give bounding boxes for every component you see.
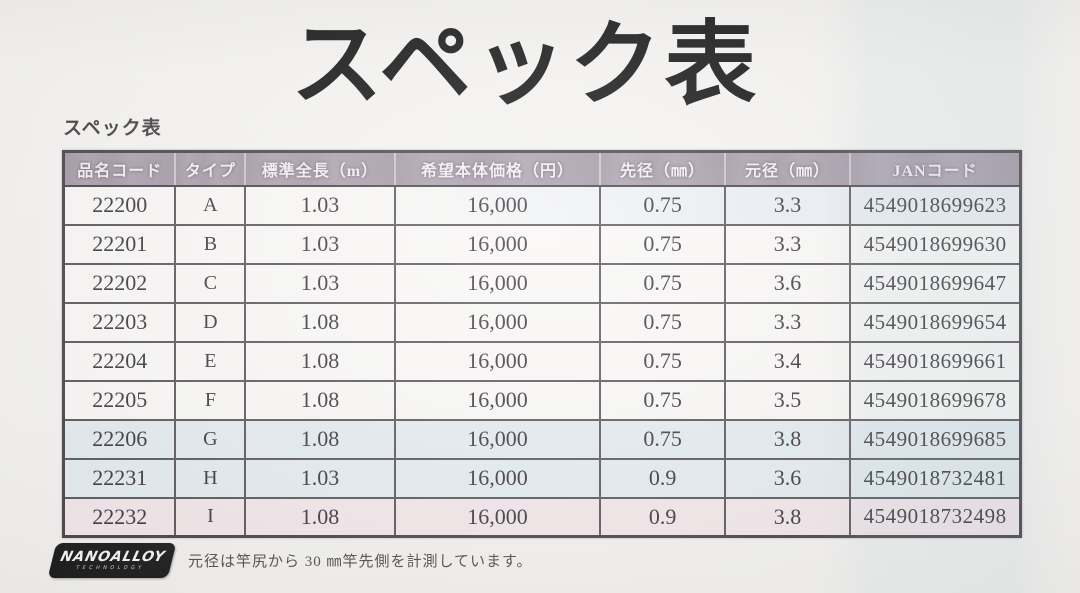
table-cell: 16,000 [393,184,602,226]
table-cell: 16,000 [393,379,602,421]
table-cell: 22204 [62,340,177,382]
header-cell: 品名コード [63,151,176,187]
table-cell: D [174,301,247,343]
table-cell: 1.08 [244,496,396,538]
table-cell: 4549018732481 [849,457,1022,499]
table-row: 22232 I 1.08 16,000 0.9 3.8 4549018732498 [62,496,1022,538]
table-cell: A [174,184,247,226]
table-cell: 1.03 [244,184,396,226]
table-cell: 22200 [62,184,177,226]
table-cell: 0.75 [599,301,726,343]
table-cell: 16,000 [393,457,602,499]
table-cell: 0.9 [599,496,726,538]
table-cell: 0.75 [599,223,726,265]
header-cell: 元径（㎜） [723,151,851,187]
table-row: 22231 H 1.03 16,000 0.9 3.6 4549018732481 [62,457,1022,499]
table-cell: 0.75 [599,184,726,226]
table-cell: 22206 [62,418,177,460]
footer: NANOALLOY TECHNOLOGY 元径は竿尻から 30 ㎜竿先側を計測し… [47,543,533,578]
table-row: 22205 F 1.08 16,000 0.75 3.5 4549018699678 [62,379,1022,421]
table-cell: 4549018699678 [849,379,1022,421]
table-cell: 22231 [62,457,177,499]
table-cell: 22205 [62,379,177,421]
page-title: スペック表 [290,11,760,118]
table-cell: 16,000 [393,496,602,538]
table-cell: 22202 [62,262,177,304]
table-row: 22206 G 1.08 16,000 0.75 3.8 4549018699685 [62,418,1022,460]
table-cell: H [174,457,247,499]
table-cell: 4549018732498 [849,496,1022,538]
table-cell: 16,000 [393,223,602,265]
table-cell: 0.9 [599,457,726,499]
table-cell: 0.75 [599,379,726,421]
table-cell: 4549018699647 [849,262,1022,304]
header-cell: 標準全長（m） [244,151,395,187]
table-cell: 3.6 [723,262,852,304]
table-cell: C [174,262,247,304]
section-label: スペック表 [63,117,162,139]
table-cell: 1.08 [244,340,396,382]
table-body: 22200 A 1.03 16,000 0.75 3.3 4549018699623 2220… [62,184,1022,538]
header-cell: 希望本体価格（円） [393,151,601,187]
table-row: 22201 B 1.03 16,000 0.75 3.3 4549018699630 [62,223,1022,265]
table-cell: 16,000 [393,301,602,343]
table-cell: 16,000 [393,340,602,382]
table-cell: 3.6 [723,457,852,499]
table-cell: 1.03 [244,457,396,499]
table-cell: 1.03 [244,262,396,304]
table-cell: 3.5 [723,379,852,421]
table-cell: 4549018699685 [849,418,1022,460]
table-cell: 0.75 [599,340,726,382]
table-row: 22200 A 1.03 16,000 0.75 3.3 4549018699623 [62,184,1022,226]
table-cell: G [174,418,247,460]
footnote: 元径は竿尻から 30 ㎜竿先側を計測しています。 [188,554,533,570]
table-cell: 22232 [62,496,177,538]
nanoalloy-logo: NANOALLOY TECHNOLOGY [47,543,177,578]
table-cell: 3.8 [723,496,852,538]
table-cell: 22201 [62,223,177,265]
table-cell: 1.08 [244,301,396,343]
table-cell: 16,000 [393,418,602,460]
technology-logo-text: TECHNOLOGY [75,564,146,571]
header-cell: 先径（㎜） [599,151,725,187]
table-cell: 4549018699661 [849,340,1022,382]
spec-table: 品名コード タイプ 標準全長（m） 希望本体価格（円） 先径（㎜） 元径（㎜） JANコード… [62,150,1022,538]
table-cell: 4549018699623 [849,184,1022,226]
nanoalloy-logo-text: NANOALLOY [58,548,168,565]
table-cell: 3.3 [723,184,852,226]
table-cell: 16,000 [393,262,602,304]
table-cell: 4549018699630 [849,223,1022,265]
table-cell: 3.8 [723,418,852,460]
table-cell: 3.3 [723,301,852,343]
table-cell: 1.08 [244,379,396,421]
table-cell: E [174,340,247,382]
table-row: 22203 D 1.08 16,000 0.75 3.3 4549018699654 [62,301,1022,343]
table-cell: 1.08 [244,418,396,460]
table-cell: I [174,496,247,538]
table-header-row: 品名コード タイプ 標準全長（m） 希望本体価格（円） 先径（㎜） 元径（㎜） JANコード [63,151,1021,187]
header-cell: タイプ [174,151,246,187]
table-row: 22202 C 1.03 16,000 0.75 3.6 4549018699647 [62,262,1022,304]
table-cell: 1.03 [244,223,396,265]
table-cell: 3.4 [723,340,852,382]
table-cell: 0.75 [599,418,726,460]
table-cell: 3.3 [723,223,852,265]
table-cell: 4549018699654 [849,301,1022,343]
table-cell: 22203 [62,301,177,343]
header-cell: JANコード [849,151,1021,187]
table-row: 22204 E 1.08 16,000 0.75 3.4 4549018699661 [62,340,1022,382]
table-cell: F [174,379,247,421]
table-cell: 0.75 [599,262,726,304]
table-cell: B [174,223,247,265]
